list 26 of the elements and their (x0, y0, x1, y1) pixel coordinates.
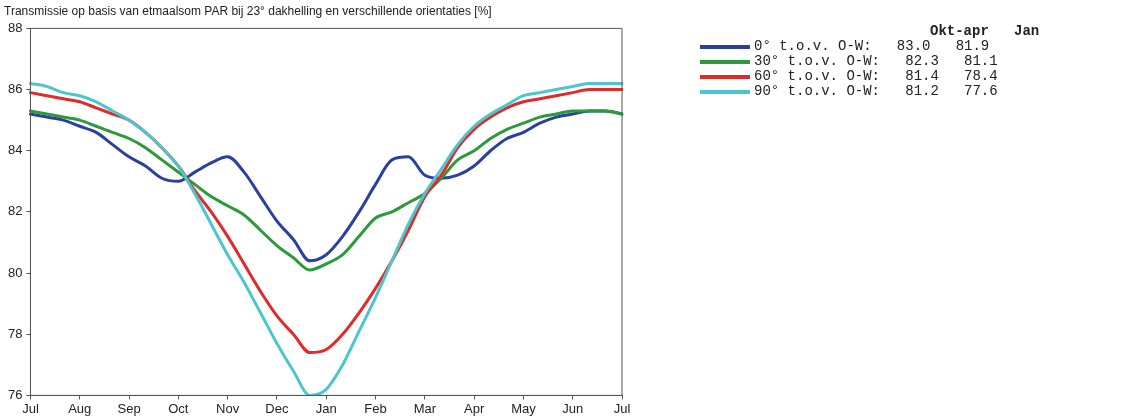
y-tick-label: 80 (7, 264, 23, 280)
x-tick-label: Mar (413, 400, 437, 416)
x-tick-label: Jul (613, 400, 631, 416)
x-tick-label: Nov (216, 400, 240, 416)
x-tick-label: Jan (315, 400, 337, 416)
legend-label: 90° t.o.v. O-W: 81.2 77.6 (754, 83, 998, 99)
y-tick-label: 76 (7, 386, 23, 402)
legend-label: 0° t.o.v. O-W: 83.0 81.9 (754, 38, 990, 54)
x-tick-label: Feb (364, 400, 387, 416)
chart-title: Transmissie op basis van etmaalsom PAR bij 23° dakhelling en verschillende orientaties [%] (4, 3, 492, 18)
legend-label: 60° t.o.v. O-W: 81.4 78.4 (754, 68, 998, 84)
x-tick-label: Apr (464, 400, 485, 416)
y-tick-label: 86 (7, 81, 23, 97)
x-tick-label: May (511, 400, 537, 416)
y-tick-label: 82 (7, 203, 23, 219)
legend-title: Okt-apr Jan (929, 23, 1040, 39)
x-tick-label: Aug (68, 400, 92, 416)
y-tick-label: 78 (7, 325, 23, 341)
x-tick-label: Oct (168, 400, 189, 416)
y-tick-label: 84 (7, 142, 23, 158)
x-tick-label: Dec (265, 400, 289, 416)
x-tick-label: Jun (562, 400, 584, 416)
x-tick-label: Sep (117, 400, 141, 416)
x-tick-label: Jul (22, 400, 39, 416)
legend-label: 30° t.o.v. O-W: 82.3 81.1 (754, 53, 998, 69)
y-tick-label: 88 (7, 19, 23, 35)
